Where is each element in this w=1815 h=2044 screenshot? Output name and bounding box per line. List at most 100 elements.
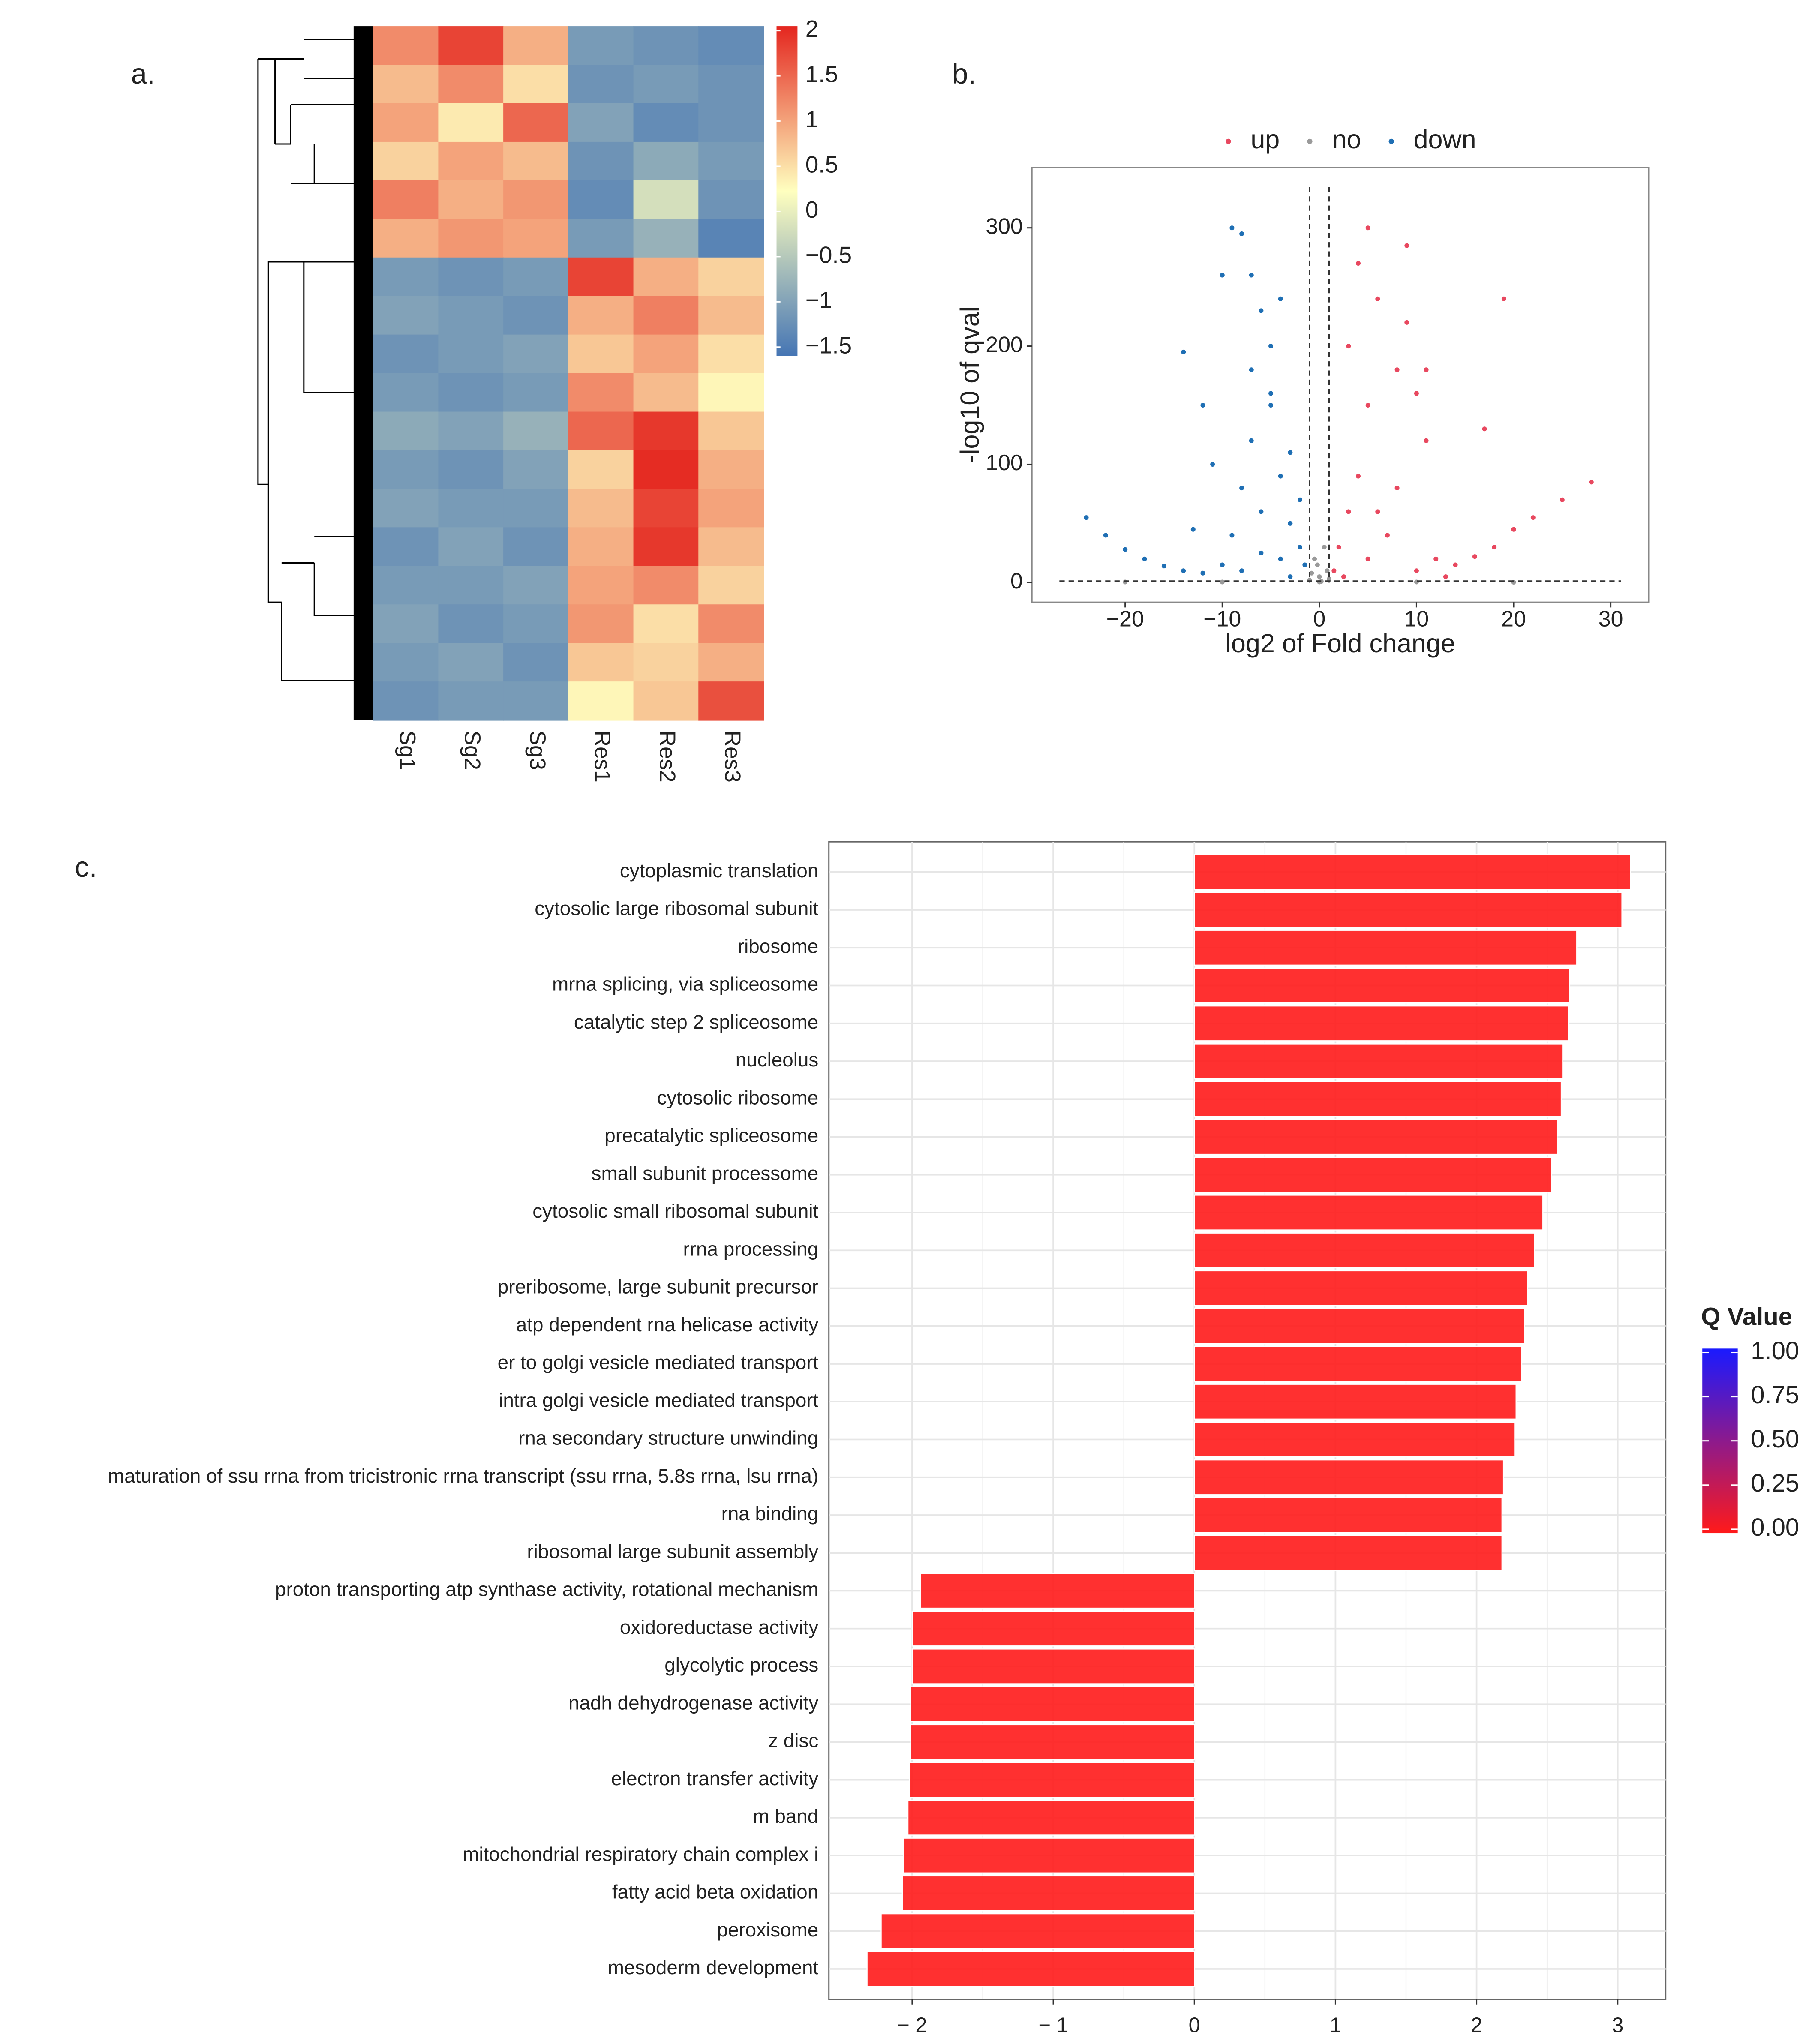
bar (1194, 1459, 1504, 1495)
heatmap-cell (503, 334, 569, 374)
heatmap-cell (698, 450, 764, 489)
heatmap-cell (373, 141, 439, 181)
column-label: Res3 (720, 731, 745, 783)
data-point (1433, 556, 1439, 561)
data-point (1385, 533, 1390, 538)
data-point (1161, 564, 1166, 569)
heatmap-cell (633, 180, 699, 220)
data-point (1589, 480, 1594, 485)
heatmap-cell (438, 373, 504, 413)
heatmap-cell (568, 604, 634, 644)
data-point (1210, 462, 1215, 467)
category-label: rna binding (721, 1503, 819, 1525)
data-point (1341, 574, 1346, 579)
category-label: rrna processing (683, 1238, 819, 1260)
column-label: Sg3 (525, 731, 550, 770)
heatmap-cell (698, 566, 764, 605)
data-point (1200, 570, 1205, 576)
heatmap-cell (503, 643, 569, 682)
data-point (1375, 296, 1380, 301)
data-point (1482, 426, 1487, 432)
category-label: cytosolic large ribosomal subunit (535, 897, 818, 919)
data-point (1288, 574, 1293, 579)
column-label: Sg1 (395, 731, 420, 770)
colorbar-label: −1 (805, 287, 832, 313)
heatmap-cell (503, 411, 569, 451)
heatmap-cell (698, 334, 764, 374)
category-label: mesoderm development (608, 1957, 819, 1978)
heatmap-cell (373, 489, 439, 528)
category-label: er to golgi vesicle mediated transport (498, 1351, 819, 1373)
data-point (1453, 562, 1458, 567)
colorbar-label: 1.00 (1751, 1337, 1799, 1365)
data-point (1327, 576, 1332, 582)
heatmap-cell (438, 103, 504, 143)
data-point (1414, 391, 1419, 396)
heatmap-cell (698, 489, 764, 528)
column-label: Res1 (590, 731, 615, 783)
heatmap-cell (568, 489, 634, 528)
data-point (1259, 308, 1264, 313)
colorbar-label: −1.5 (805, 332, 852, 358)
data-point (1298, 497, 1303, 502)
heatmap-cell (698, 411, 764, 451)
category-label: rna secondary structure unwinding (518, 1427, 818, 1449)
heatmap-cell (698, 141, 764, 181)
data-point (1315, 562, 1320, 567)
colorbar-label: 0.25 (1751, 1469, 1799, 1497)
y-tick-label: 0 (1010, 569, 1023, 594)
heatmap-cell (438, 604, 504, 644)
category-label: z disc (768, 1730, 818, 1752)
column-label: Res2 (655, 731, 680, 783)
heatmap-cell (698, 681, 764, 721)
data-point (1472, 554, 1477, 559)
heatmap-cell (503, 26, 569, 66)
data-point (1560, 497, 1565, 502)
data-point (1268, 403, 1274, 408)
heatmap-cell (568, 141, 634, 181)
heatmap-cell (698, 527, 764, 567)
heatmap-cell (698, 26, 764, 66)
data-point (1249, 273, 1254, 278)
heatmap-cell (633, 604, 699, 644)
heatmap-cell (373, 334, 439, 374)
bar (1194, 1308, 1525, 1344)
data-point (1365, 556, 1370, 561)
data-point (1181, 349, 1186, 354)
bar (901, 1875, 1195, 1912)
category-label: precatalytic spliceosome (604, 1125, 818, 1147)
data-point (1278, 296, 1283, 301)
data-point (1268, 391, 1274, 396)
category-label: cytosolic ribosome (657, 1087, 818, 1108)
x-tick-label: 0 (1189, 2014, 1200, 2037)
heatmap-cell (438, 219, 504, 258)
data-point (1365, 403, 1370, 408)
bar (1194, 967, 1571, 1004)
category-label: small subunit processome (592, 1162, 819, 1184)
data-point (1229, 225, 1235, 231)
data-point (1249, 438, 1254, 443)
y-tick-label: 100 (986, 450, 1023, 475)
heatmap-cell (568, 219, 634, 258)
data-point (1414, 579, 1419, 585)
x-tick-label: 20 (1501, 607, 1526, 632)
data-point (1200, 403, 1205, 408)
heatmap-cell (438, 257, 504, 297)
category-label: ribosome (738, 935, 818, 957)
heatmap-cell (568, 103, 634, 143)
heatmap-cell (503, 566, 569, 605)
data-point (1302, 562, 1307, 567)
bar (910, 1724, 1195, 1760)
colorbar-label: 0 (805, 196, 819, 223)
x-tick-label: 1 (1330, 2014, 1341, 2037)
colorbar-title: Q Value (1701, 1303, 1792, 1330)
bar (907, 1800, 1195, 1836)
heatmap-cell (698, 180, 764, 220)
colorbar-label: 0.00 (1751, 1513, 1799, 1541)
category-label: glycolytic process (664, 1654, 818, 1676)
heatmap-cell (503, 65, 569, 104)
data-point (1317, 579, 1322, 585)
heatmap-cell (373, 527, 439, 567)
